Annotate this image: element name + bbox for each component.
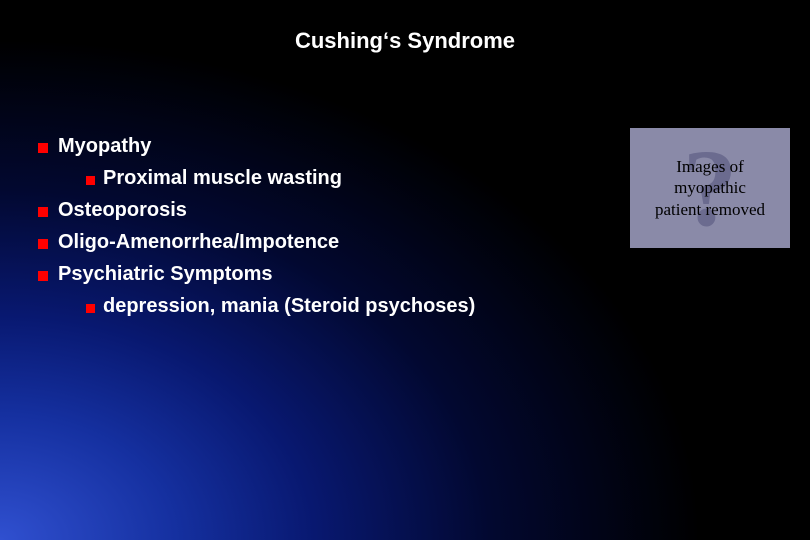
list-item: Proximal muscle wasting — [86, 162, 475, 194]
bullet-text: Myopathy — [58, 130, 151, 162]
bullet-icon — [38, 239, 48, 249]
bullet-text: depression, mania (Steroid psychoses) — [103, 290, 475, 322]
list-item: Myopathy — [38, 130, 475, 162]
placeholder-line: Images of — [676, 157, 744, 176]
bullet-text: Oligo-Amenorrhea/Impotence — [58, 226, 339, 258]
bullet-icon — [38, 207, 48, 217]
bullet-icon — [38, 271, 48, 281]
bullet-icon — [86, 304, 95, 313]
slide: Cushing‘s Syndrome Myopathy Proximal mus… — [0, 0, 810, 540]
bullet-icon — [38, 143, 48, 153]
bullet-text: Psychiatric Symptoms — [58, 258, 273, 290]
bullet-icon — [86, 176, 95, 185]
bullet-list: Myopathy Proximal muscle wasting Osteopo… — [38, 130, 475, 322]
bullet-text: Proximal muscle wasting — [103, 162, 342, 194]
placeholder-text: Images of myopathic patient removed — [655, 156, 765, 220]
bullet-text: Osteoporosis — [58, 194, 187, 226]
placeholder-line: myopathic — [674, 178, 746, 197]
list-item: Psychiatric Symptoms — [38, 258, 475, 290]
list-item: depression, mania (Steroid psychoses) — [86, 290, 475, 322]
placeholder-line: patient removed — [655, 200, 765, 219]
image-placeholder: ? Images of myopathic patient removed — [630, 128, 790, 248]
slide-title: Cushing‘s Syndrome — [0, 28, 810, 54]
list-item: Oligo-Amenorrhea/Impotence — [38, 226, 475, 258]
list-item: Osteoporosis — [38, 194, 475, 226]
